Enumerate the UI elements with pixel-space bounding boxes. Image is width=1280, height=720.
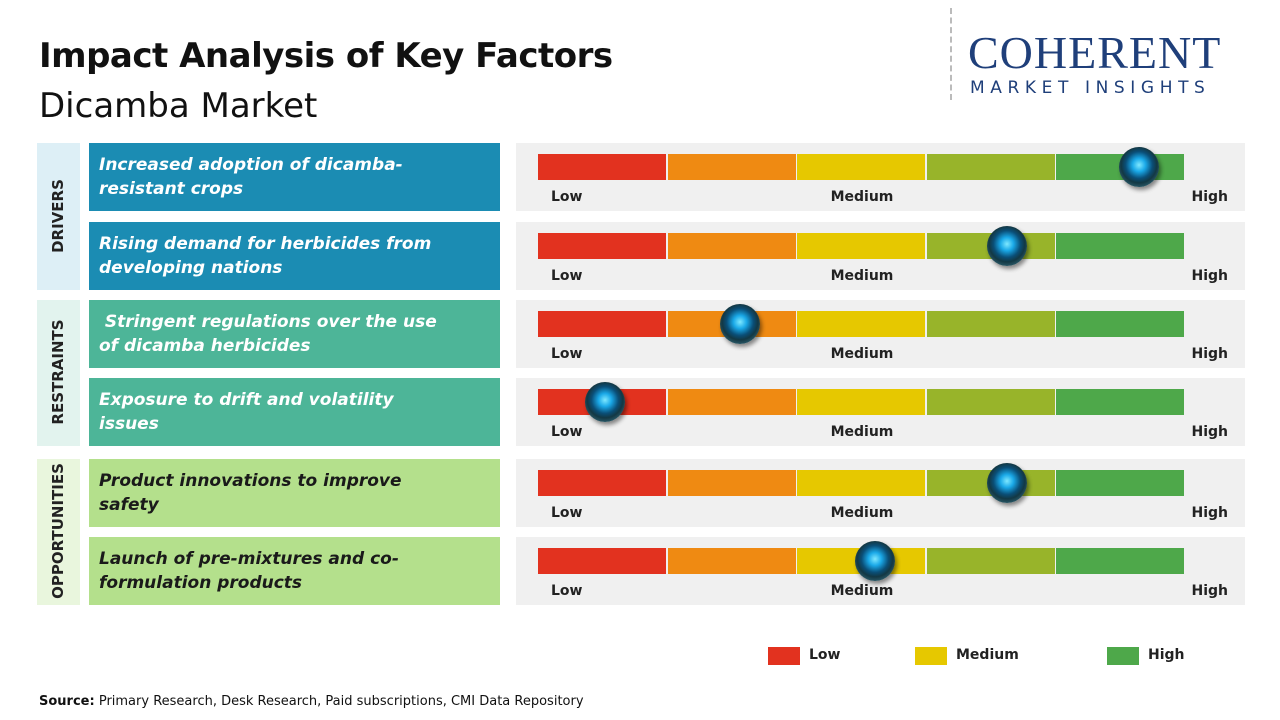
scale-segment: [1056, 311, 1185, 337]
impact-knob: [987, 226, 1028, 266]
legend-swatch: [1107, 647, 1139, 665]
scale-segment: [1056, 548, 1185, 574]
source-text: Primary Research, Desk Research, Paid su…: [98, 694, 584, 709]
scale-label: High: [1191, 346, 1228, 362]
scale-label: Medium: [830, 268, 894, 284]
factor-text: Exposure to drift and volatility issues: [99, 390, 400, 434]
impact-knob: [987, 463, 1028, 503]
scale-label: Medium: [830, 346, 894, 362]
scale-segment: [797, 154, 926, 180]
scale-label: Low: [551, 505, 583, 521]
scale-segment: [1056, 389, 1185, 415]
group-label: RESTRAINTS: [49, 319, 67, 425]
factor-box: Product innovations to improve safety: [89, 459, 500, 527]
scale-label: High: [1191, 189, 1228, 205]
scale-segment: [797, 389, 926, 415]
factor-text: Increased adoption of dicamba-resistant …: [99, 155, 403, 199]
scale-label: Low: [551, 424, 583, 440]
scale-label: Medium: [830, 505, 894, 521]
group-panel: OPPORTUNITIES: [37, 459, 80, 605]
scale-label: Low: [551, 583, 583, 599]
impact-knob: [720, 304, 761, 344]
scale-segment: [1056, 233, 1185, 259]
scale-label: Medium: [830, 189, 894, 205]
factor-text: Product innovations to improve safety: [99, 471, 408, 515]
source-label: Source:: [39, 694, 95, 709]
scale-label: Medium: [830, 424, 894, 440]
scale-segment: [667, 233, 796, 259]
factor-text: Rising demand for herbicides from develo…: [99, 234, 438, 278]
scale-segment: [538, 233, 667, 259]
scale-segment: [667, 470, 796, 496]
scale-label: Low: [551, 189, 583, 205]
scale-label: High: [1191, 268, 1228, 284]
legend-swatch: [768, 647, 800, 665]
scale-segment: [667, 154, 796, 180]
scale-label: Low: [551, 268, 583, 284]
scale-segment: [667, 389, 796, 415]
logo-tagline: MARKET INSIGHTS: [970, 78, 1211, 98]
scale-segment: [538, 470, 667, 496]
scale-segment: [538, 311, 667, 337]
scale-label: Medium: [830, 583, 894, 599]
scale-segment: [1056, 470, 1185, 496]
group-panel: DRIVERS: [37, 143, 80, 290]
legend-label: High: [1148, 647, 1185, 663]
scale-segment: [926, 154, 1055, 180]
scale-label: High: [1191, 583, 1228, 599]
scale-label: Low: [551, 346, 583, 362]
group-label: DRIVERS: [49, 178, 67, 253]
source: Source: Primary Research, Desk Research,…: [39, 694, 584, 709]
factor-box: Rising demand for herbicides from develo…: [89, 222, 500, 290]
factor-box: Increased adoption of dicamba-resistant …: [89, 143, 500, 211]
group-label: OPPORTUNITIES: [49, 463, 67, 599]
scale-segment: [797, 233, 926, 259]
factor-text: Stringent regulations over the use of di…: [99, 312, 443, 356]
legend-swatch: [915, 647, 947, 665]
scale-segment: [797, 470, 926, 496]
impact-knob: [854, 541, 895, 581]
scale-segment: [667, 548, 796, 574]
legend-label: Medium: [956, 647, 1019, 663]
divider: [950, 8, 952, 100]
factor-text: Launch of pre-mixtures and co-formulatio…: [99, 549, 399, 593]
scale-segment: [926, 311, 1055, 337]
scale-segment: [926, 389, 1055, 415]
subtitle: Dicamba Market: [39, 86, 318, 126]
impact-knob: [585, 382, 626, 422]
legend-label: Low: [809, 647, 841, 663]
group-panel: RESTRAINTS: [37, 300, 80, 446]
factor-box: Stringent regulations over the use of di…: [89, 300, 500, 368]
title: Impact Analysis of Key Factors: [39, 36, 613, 76]
logo-name: COHERENT: [968, 27, 1222, 78]
scale-segment: [538, 154, 667, 180]
scale-segment: [797, 311, 926, 337]
scale-label: High: [1191, 424, 1228, 440]
scale-label: High: [1191, 505, 1228, 521]
factor-box: Exposure to drift and volatility issues: [89, 378, 500, 446]
scale-segment: [538, 548, 667, 574]
scale-segment: [926, 548, 1055, 574]
impact-knob: [1119, 147, 1160, 187]
factor-box: Launch of pre-mixtures and co-formulatio…: [89, 537, 500, 605]
